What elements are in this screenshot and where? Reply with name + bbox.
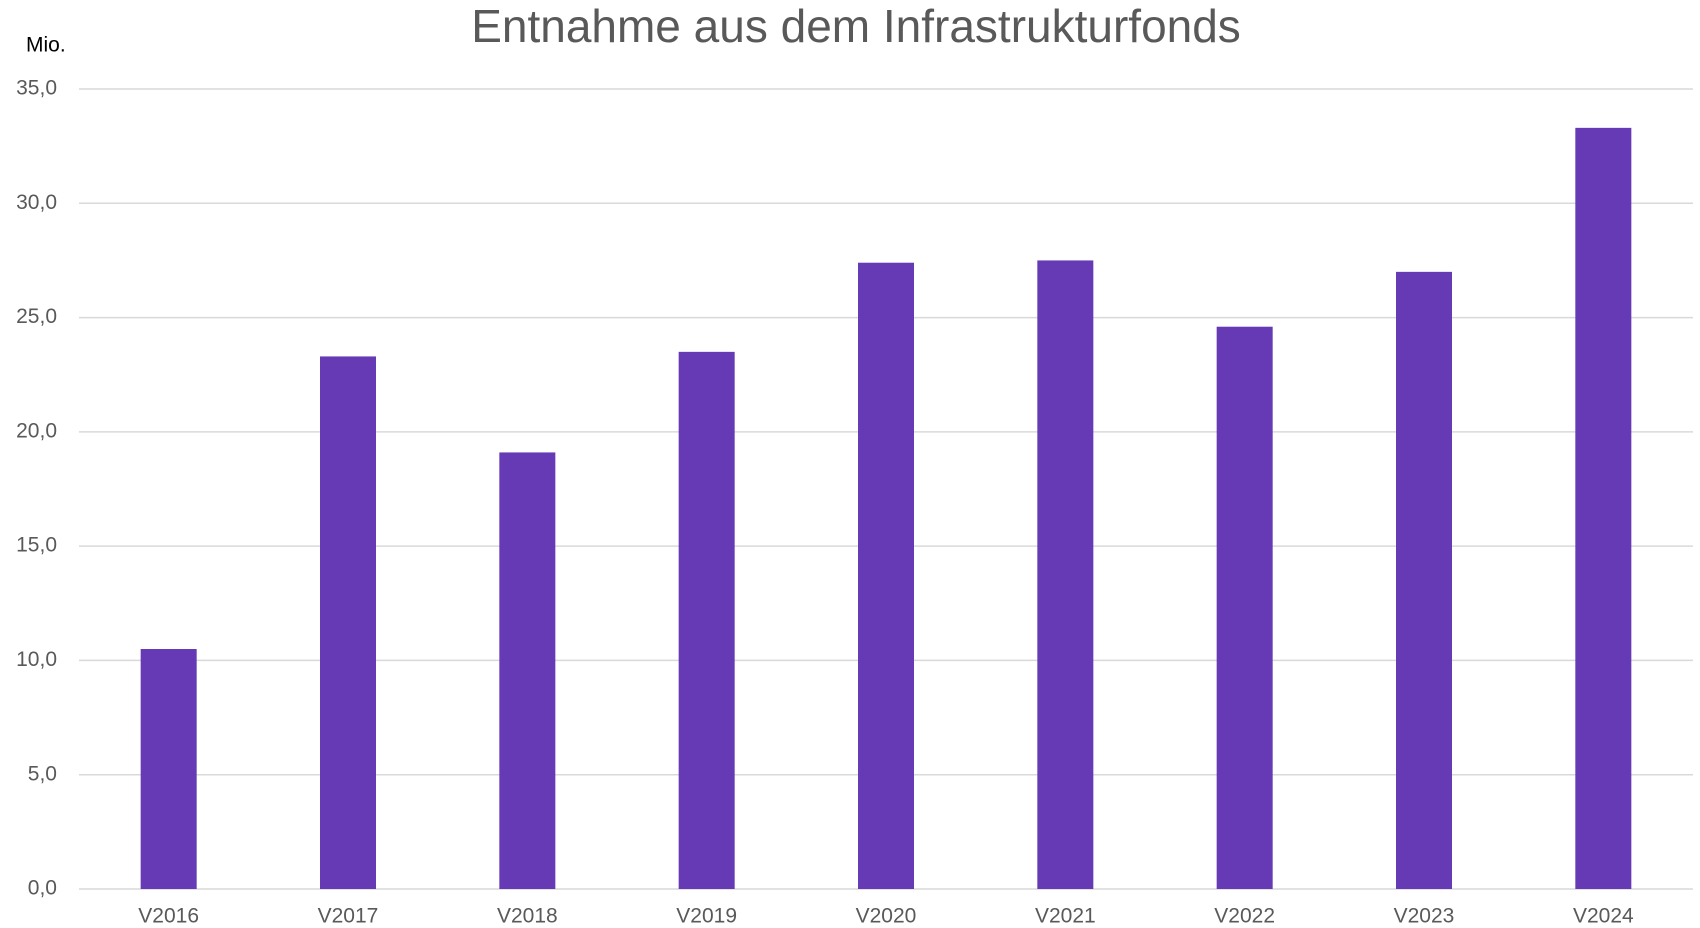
chart-title: Entnahme aus dem Infrastrukturfonds (471, 0, 1241, 52)
x-tick-label: V2019 (676, 905, 737, 928)
bar (1396, 271, 1452, 889)
y-tick-label: 10,0 (16, 648, 57, 671)
x-tick-label: V2017 (318, 905, 379, 928)
y-tick-label: 35,0 (16, 77, 57, 100)
bar (499, 452, 556, 889)
x-tick-label: V2021 (1035, 905, 1096, 928)
x-tick-label: V2018 (497, 905, 558, 928)
bar (678, 351, 735, 889)
bar (1216, 326, 1273, 889)
y-tick-label: 5,0 (28, 762, 57, 785)
bar (320, 356, 376, 889)
y-tick-label: 15,0 (16, 534, 57, 557)
y-tick-label: 0,0 (28, 877, 57, 900)
x-tick-label: V2024 (1573, 905, 1634, 928)
y-tick-label: 20,0 (16, 419, 57, 442)
bar (1037, 260, 1094, 889)
bar (140, 649, 197, 889)
x-tick-label: V2016 (138, 905, 199, 928)
x-tick-label: V2023 (1394, 905, 1455, 928)
y-axis-label: Mio. (26, 34, 66, 57)
y-tick-label: 30,0 (16, 191, 57, 214)
x-tick-label: V2020 (856, 905, 917, 928)
x-tick-label: V2022 (1214, 905, 1275, 928)
bar (1575, 127, 1632, 890)
bar (858, 262, 914, 889)
y-tick-label: 25,0 (16, 305, 57, 328)
